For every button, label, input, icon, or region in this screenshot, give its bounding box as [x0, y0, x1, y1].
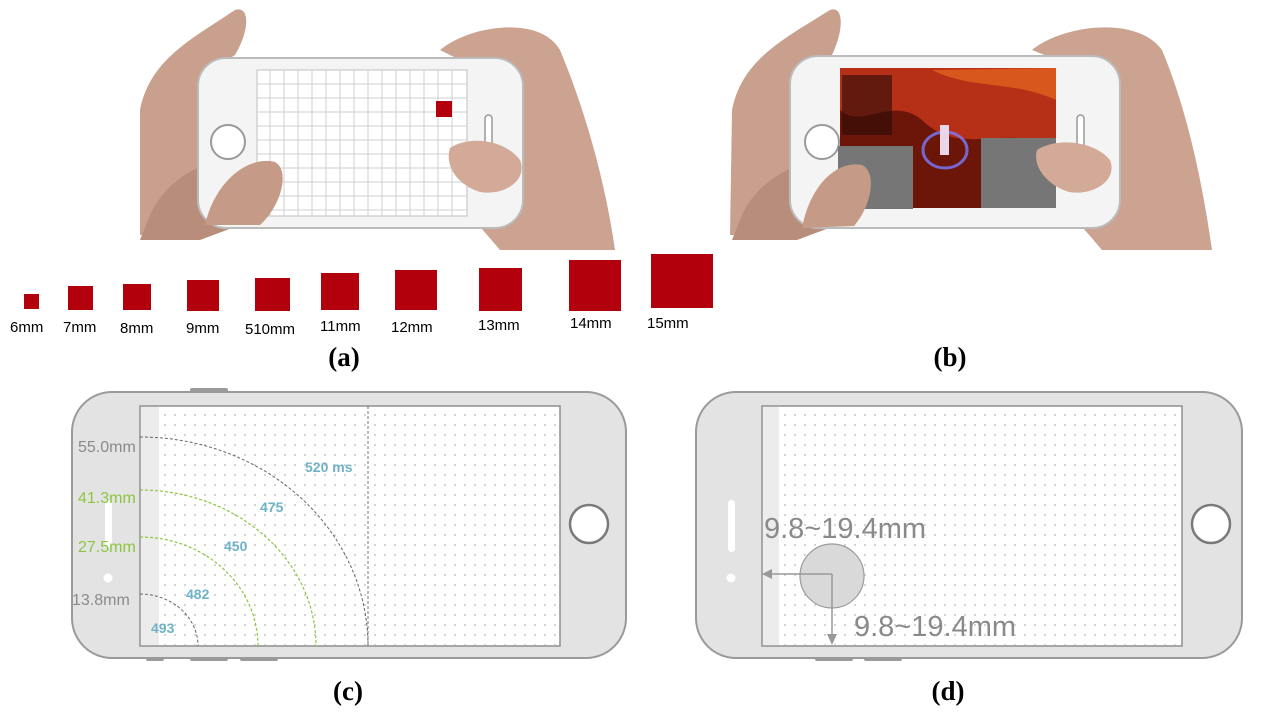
time-label: 520 ms — [305, 459, 353, 475]
time-label: 450 — [224, 538, 248, 554]
target-square — [436, 101, 452, 117]
speaker — [728, 500, 735, 552]
panel-b: (b) — [632, 0, 1264, 380]
size-label: 6mm — [10, 319, 44, 336]
arrow-head-left — [762, 569, 772, 579]
arrow-head-down — [827, 634, 837, 645]
size-square-9mm — [187, 280, 219, 311]
size-square-6mm — [24, 294, 39, 309]
size-label: 7mm — [63, 319, 97, 336]
size-label: 15mm — [647, 315, 689, 332]
speaker — [105, 500, 112, 548]
panel-label-c: (c) — [333, 676, 363, 706]
radius-label: 55.0mm — [78, 439, 136, 456]
size-label: 9mm — [186, 320, 220, 337]
panel-label-d: (d) — [931, 676, 965, 706]
size-square-14mm — [569, 260, 621, 311]
size-square-7mm — [68, 286, 93, 310]
panel-d-diagram: 9.8~19.4mm 9.8~19.4mm — [695, 391, 1243, 661]
time-label: 475 — [260, 499, 284, 515]
size-square-11mm — [321, 273, 359, 310]
arc-55mm — [139, 436, 369, 647]
range-label-vertical: 9.8~19.4mm — [764, 513, 926, 545]
arc-27mm — [139, 536, 259, 647]
size-label: 510mm — [245, 321, 296, 338]
size-label: 8mm — [120, 320, 154, 337]
panel-label-a: (a) — [328, 342, 360, 372]
time-label: 493 — [151, 620, 175, 636]
arc-41mm — [139, 489, 317, 647]
phone-photo-b — [730, 9, 1212, 250]
home-button — [1190, 503, 1232, 545]
time-label: 482 — [186, 586, 210, 602]
radius-label: 27.5mm — [78, 539, 136, 556]
panel-c-diagram: 55.0mm 41.3mm 27.5mm 13.8mm 520 ms 475 4… — [71, 388, 627, 661]
size-label: 13mm — [478, 317, 520, 334]
grid-lines — [257, 70, 467, 216]
camera-dot — [726, 573, 736, 583]
panel-label-b: (b) — [933, 342, 967, 372]
radius-label: 13.8mm — [72, 592, 130, 609]
size-square-15mm — [651, 254, 713, 308]
camera-dot — [103, 573, 113, 583]
size-label: 12mm — [391, 319, 433, 336]
size-label: 14mm — [570, 315, 612, 332]
size-label: 11mm — [320, 318, 361, 335]
range-label-horizontal: 9.8~19.4mm — [854, 611, 1016, 643]
home-button — [568, 503, 610, 545]
size-square-12mm — [395, 270, 437, 310]
size-square-8mm — [123, 284, 151, 310]
size-square-13mm — [479, 268, 522, 311]
phone-photo-a — [140, 9, 615, 250]
panel-a: 6mm 7mm 8mm 9mm 510mm 11mm 12mm 13mm 14m… — [0, 0, 713, 380]
size-square-10mm — [255, 278, 290, 311]
radius-label: 41.3mm — [78, 490, 136, 507]
arc-13mm — [139, 593, 199, 647]
